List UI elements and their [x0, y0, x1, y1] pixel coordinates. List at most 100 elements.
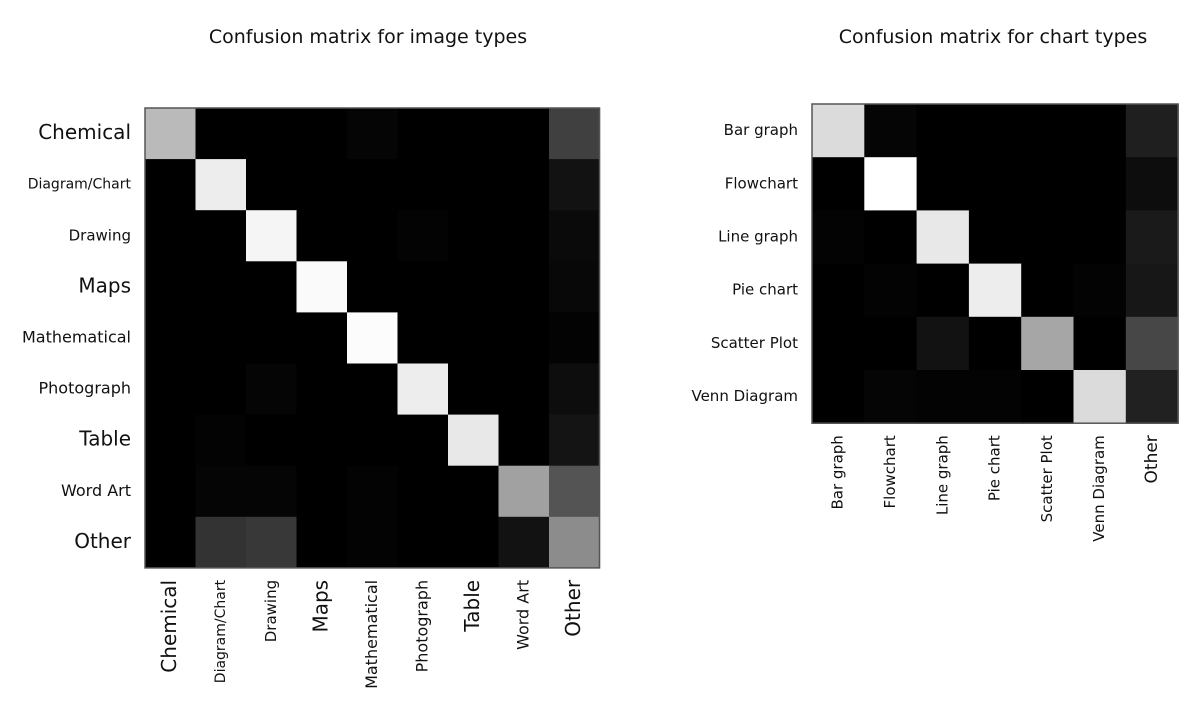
image-types-cell-diagram-chart-other	[549, 159, 601, 211]
image-types-column-label-mathematical: Mathematical	[362, 580, 381, 689]
image-types-cell-photograph-mathematical	[347, 363, 399, 416]
chart-types-cell-flowchart-other	[1125, 157, 1179, 211]
image-types-cell-maps-other	[549, 261, 601, 313]
chart-types-cell-bar-graph-bar-graph	[812, 104, 865, 158]
image-types-cell-maps-photograph	[397, 261, 449, 313]
chart-types-title: Confusion matrix for chart types	[839, 26, 1147, 48]
image-types-cell-photograph-table	[448, 363, 500, 416]
chart-types-cell-venn-diagram-line-graph	[916, 370, 970, 424]
chart-types-cell-line-graph-pie-chart	[968, 210, 1022, 265]
image-types-cell-table-table	[448, 414, 500, 467]
image-types-cell-maps-mathematical	[347, 261, 399, 313]
chart-types-column-label-bar-graph: Bar graph	[829, 435, 847, 509]
chart-types-cell-scatter-plot-other	[1125, 316, 1179, 371]
chart-types-confusion-matrix: Confusion matrix for chart types Bar gra…	[691, 26, 1179, 542]
image-types-column-label-maps: Maps	[308, 580, 332, 633]
chart-types-column-label-flowchart: Flowchart	[881, 435, 899, 508]
image-types-cell-other-maps	[296, 516, 348, 569]
image-types-cell-other-photograph	[397, 516, 449, 569]
chart-types-cell-bar-graph-line-graph	[916, 104, 970, 158]
image-types-cell-table-diagram-chart	[195, 414, 247, 467]
image-types-cell-maps-drawing	[246, 261, 298, 313]
image-types-cell-word-art-drawing	[246, 465, 298, 518]
image-types-cell-table-chemical	[145, 414, 197, 467]
chart-types-cell-flowchart-flowchart	[864, 157, 918, 211]
image-types-row-label-word-art: Word Art	[61, 481, 131, 500]
chart-types-row-label-venn-diagram: Venn Diagram	[691, 387, 798, 405]
chart-types-cell-scatter-plot-flowchart	[864, 316, 918, 371]
chart-types-cell-venn-diagram-other	[1125, 370, 1179, 424]
image-types-cell-word-art-other	[549, 465, 601, 518]
chart-types-cell-pie-chart-line-graph	[916, 263, 970, 318]
image-types-cell-photograph-drawing	[246, 363, 298, 416]
image-types-cell-table-maps	[296, 414, 348, 467]
image-types-cell-word-art-maps	[296, 465, 348, 518]
chart-types-row-label-line-graph: Line graph	[718, 228, 798, 246]
image-types-column-label-word-art: Word Art	[513, 580, 532, 650]
chart-types-cell-scatter-plot-scatter-plot	[1021, 316, 1075, 371]
chart-types-cell-flowchart-venn-diagram	[1073, 157, 1127, 211]
image-types-row-label-diagram-chart: Diagram/Chart	[28, 177, 132, 193]
chart-types-column-labels: Bar graph Flowchart Line graph Pie chart Sca…	[829, 435, 1162, 542]
chart-types-cell-bar-graph-venn-diagram	[1073, 104, 1127, 158]
image-types-cell-table-other	[549, 414, 601, 467]
chart-types-column-label-venn-diagram: Venn Diagram	[1090, 435, 1108, 542]
image-types-cell-word-art-diagram-chart	[195, 465, 247, 518]
chart-types-cell-scatter-plot-line-graph	[916, 316, 970, 371]
image-types-cell-table-drawing	[246, 414, 298, 467]
chart-types-row-labels: Bar graph Flowchart Line graph Pie chart Sca…	[691, 121, 798, 405]
chart-types-cell-pie-chart-other	[1125, 263, 1179, 318]
image-types-cell-chemical-chemical	[145, 108, 197, 160]
chart-types-cell-scatter-plot-pie-chart	[968, 316, 1022, 371]
image-types-cell-mathematical-maps	[296, 312, 348, 365]
image-types-cell-diagram-chart-table	[448, 159, 500, 211]
chart-types-cell-line-graph-venn-diagram	[1073, 210, 1127, 265]
image-types-cell-chemical-diagram-chart	[195, 108, 247, 160]
chart-types-cell-bar-graph-other	[1125, 104, 1179, 158]
image-types-cell-diagram-chart-chemical	[145, 159, 197, 211]
image-types-row-label-mathematical: Mathematical	[22, 327, 131, 346]
image-types-cell-diagram-chart-word-art	[498, 159, 550, 211]
image-types-cell-chemical-drawing	[246, 108, 298, 160]
image-types-cells	[145, 108, 601, 569]
chart-types-cell-line-graph-scatter-plot	[1021, 210, 1075, 265]
image-types-row-label-chemical: Chemical	[38, 120, 131, 144]
image-types-cell-table-mathematical	[347, 414, 399, 467]
image-types-cell-word-art-photograph	[397, 465, 449, 518]
image-types-cell-maps-word-art	[498, 261, 550, 313]
image-types-cell-mathematical-chemical	[145, 312, 197, 365]
image-types-cell-chemical-table	[448, 108, 500, 160]
image-types-cell-word-art-chemical	[145, 465, 197, 518]
image-types-cell-other-drawing	[246, 516, 298, 569]
image-types-cell-word-art-mathematical	[347, 465, 399, 518]
chart-types-cell-bar-graph-flowchart	[864, 104, 918, 158]
chart-types-cell-flowchart-line-graph	[916, 157, 970, 211]
chart-types-column-label-line-graph: Line graph	[933, 435, 951, 515]
image-types-cell-other-chemical	[145, 516, 197, 569]
chart-types-column-label-other: Other	[1142, 435, 1162, 483]
chart-types-cell-flowchart-scatter-plot	[1021, 157, 1075, 211]
image-types-cell-maps-diagram-chart	[195, 261, 247, 313]
chart-types-column-label-scatter-plot: Scatter Plot	[1038, 435, 1056, 522]
image-types-cell-mathematical-diagram-chart	[195, 312, 247, 365]
image-types-cell-drawing-photograph	[397, 210, 449, 262]
image-types-column-label-diagram-chart: Diagram/Chart	[213, 579, 229, 683]
image-types-cell-maps-maps	[296, 261, 348, 313]
chart-types-cell-line-graph-flowchart	[864, 210, 918, 265]
chart-types-cell-venn-diagram-pie-chart	[968, 370, 1022, 424]
image-types-row-label-other: Other	[74, 529, 132, 553]
image-types-row-labels: Chemical Diagram/Chart Drawing Maps Mathemat…	[22, 120, 132, 553]
image-types-frame	[144, 107, 601, 569]
image-types-cell-mathematical-drawing	[246, 312, 298, 365]
image-types-cell-photograph-word-art	[498, 363, 550, 416]
chart-types-row-label-scatter-plot: Scatter Plot	[711, 334, 798, 352]
image-types-cell-photograph-chemical	[145, 363, 197, 416]
chart-types-cell-venn-diagram-venn-diagram	[1073, 370, 1127, 424]
image-types-cell-word-art-word-art	[498, 465, 550, 518]
chart-types-cell-venn-diagram-scatter-plot	[1021, 370, 1075, 424]
image-types-cell-drawing-chemical	[145, 210, 197, 262]
image-types-cell-chemical-word-art	[498, 108, 550, 160]
image-types-row-label-table: Table	[78, 427, 131, 451]
image-types-cell-chemical-other	[549, 108, 601, 160]
